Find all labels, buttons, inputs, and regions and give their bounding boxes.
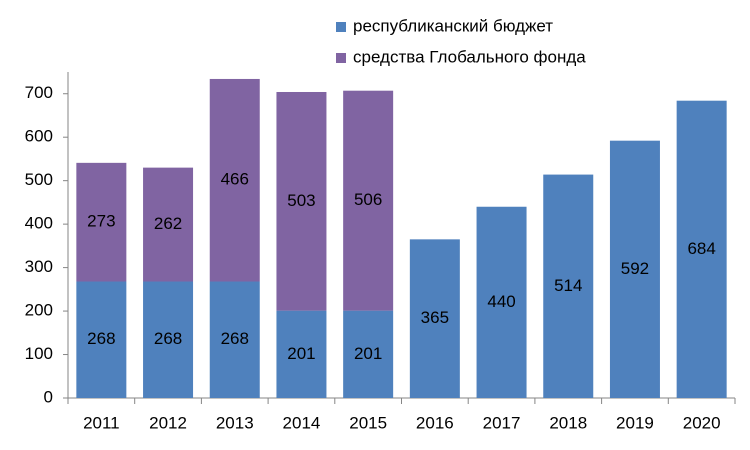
x-tick-label: 2011: [83, 413, 120, 432]
x-tick-label: 2012: [149, 413, 187, 432]
x-tick-label: 2017: [483, 413, 521, 432]
y-tick-label: 400: [25, 214, 53, 233]
legend-label: средства Глобального фонда: [353, 47, 586, 66]
bar-segment: [143, 281, 194, 398]
data-label: 440: [487, 292, 515, 311]
data-label: 514: [554, 276, 582, 295]
data-label: 268: [221, 329, 249, 348]
data-label: 268: [154, 329, 182, 348]
bar-segment: [409, 239, 460, 398]
data-label: 503: [287, 191, 315, 210]
x-tick-label: 2013: [216, 413, 254, 432]
data-label: 262: [154, 214, 182, 233]
y-tick-label: 500: [25, 170, 53, 189]
y-tick-label: 200: [25, 301, 53, 320]
legend-swatch: [336, 53, 346, 63]
y-tick-label: 100: [25, 344, 53, 363]
x-tick-label: 2019: [616, 413, 654, 432]
data-label: 201: [354, 344, 382, 363]
bar-segment: [209, 78, 260, 282]
bar-segment: [276, 91, 327, 311]
legend-swatch: [336, 22, 346, 32]
data-label: 592: [621, 259, 649, 278]
x-tick-label: 2014: [283, 413, 321, 432]
data-label: 273: [87, 212, 115, 231]
bar-segment: [76, 162, 127, 282]
data-label: 506: [354, 190, 382, 209]
bar-segment: [209, 281, 260, 398]
y-tick-label: 600: [25, 127, 53, 146]
y-tick-label: 700: [25, 83, 53, 102]
bar-segment: [143, 167, 194, 282]
data-label: 201: [287, 344, 315, 363]
y-tick-label: 0: [44, 387, 53, 406]
bar-segment: [609, 140, 660, 398]
bar-segment: [343, 90, 394, 311]
data-label: 268: [87, 329, 115, 348]
data-label: 365: [421, 308, 449, 327]
bar-segment: [343, 310, 394, 398]
data-label: 684: [687, 239, 715, 258]
x-tick-label: 2015: [349, 413, 387, 432]
bar-segment: [76, 281, 127, 398]
y-tick-label: 300: [25, 257, 53, 276]
bar-segment: [676, 100, 727, 399]
x-tick-label: 2020: [683, 413, 721, 432]
bar-segment: [476, 206, 527, 398]
x-tick-label: 2016: [416, 413, 454, 432]
bar-segment: [543, 174, 594, 398]
data-label: 466: [221, 170, 249, 189]
x-tick-label: 2018: [549, 413, 587, 432]
legend-label: республиканский бюджет: [353, 16, 553, 35]
bar-segment: [276, 310, 327, 398]
